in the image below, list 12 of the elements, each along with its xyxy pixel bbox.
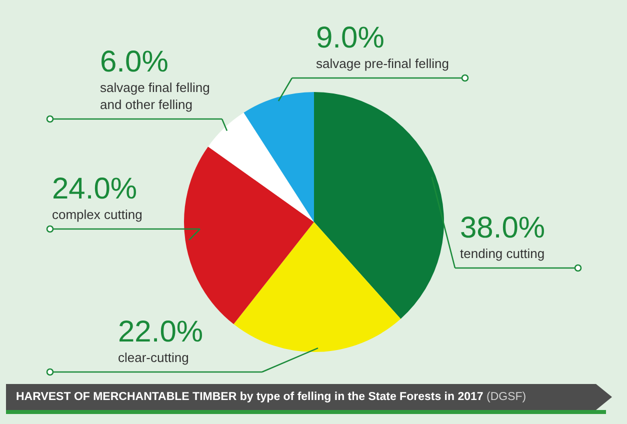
slice-label: complex cutting — [52, 207, 142, 222]
data-label: 24.0% — [52, 172, 138, 206]
data-label: 9.0% — [316, 21, 384, 54]
data-label: 22.0% — [118, 315, 204, 348]
text: HARVEST OF MERCHANTABLE TIMBER by type of felling in the State Forests in 2017 — [16, 391, 484, 403]
slice-label: salvage pre-final felling — [316, 56, 449, 72]
slice-label: clear-cutting — [118, 350, 189, 366]
text: (DGSF) — [486, 391, 526, 403]
slice-label: salvage final felling and other felling — [100, 80, 210, 112]
data-label: 6.0% — [100, 45, 168, 78]
data-label: 38.0% — [460, 211, 546, 244]
slice-label: tending cutting — [460, 246, 545, 262]
